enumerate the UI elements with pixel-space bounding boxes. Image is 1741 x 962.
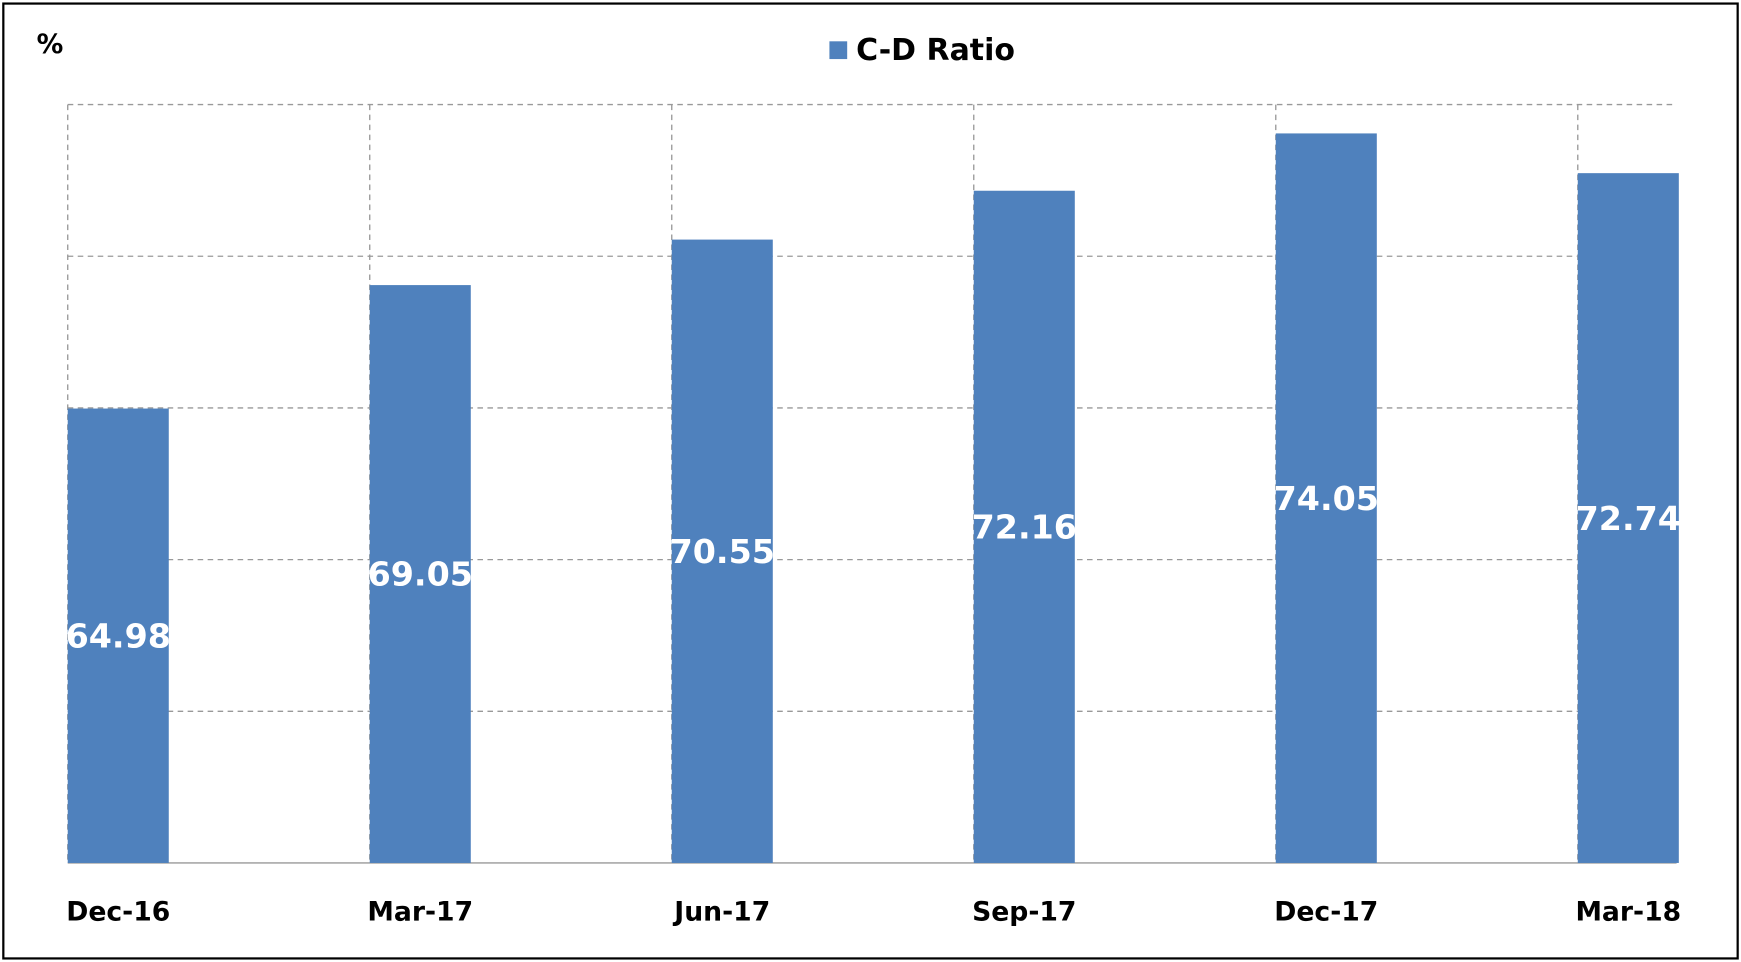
bar (671, 239, 773, 863)
x-tick-label: Mar-18 (1575, 896, 1681, 927)
data-label: 70.55 (670, 532, 775, 571)
bar (973, 190, 1075, 863)
x-tick-label: Dec-17 (1274, 896, 1378, 927)
data-label: 72.74 (1576, 499, 1681, 538)
data-label: 74.05 (1274, 479, 1379, 518)
bar (369, 285, 471, 863)
x-tick-label: Dec-16 (66, 896, 170, 927)
bar (67, 408, 169, 863)
data-label: 72.16 (972, 508, 1077, 547)
x-tick-label: Jun-17 (672, 896, 770, 927)
x-tick-label: Sep-17 (972, 896, 1076, 927)
data-label: 64.98 (66, 616, 171, 655)
legend-label: C-D Ratio (856, 33, 1015, 68)
bar (1577, 173, 1679, 863)
bar (1275, 133, 1377, 863)
y-axis-label: % (37, 29, 64, 60)
x-tick-label: Mar-17 (367, 896, 473, 927)
data-label: 69.05 (368, 555, 473, 594)
legend-swatch (829, 41, 848, 60)
